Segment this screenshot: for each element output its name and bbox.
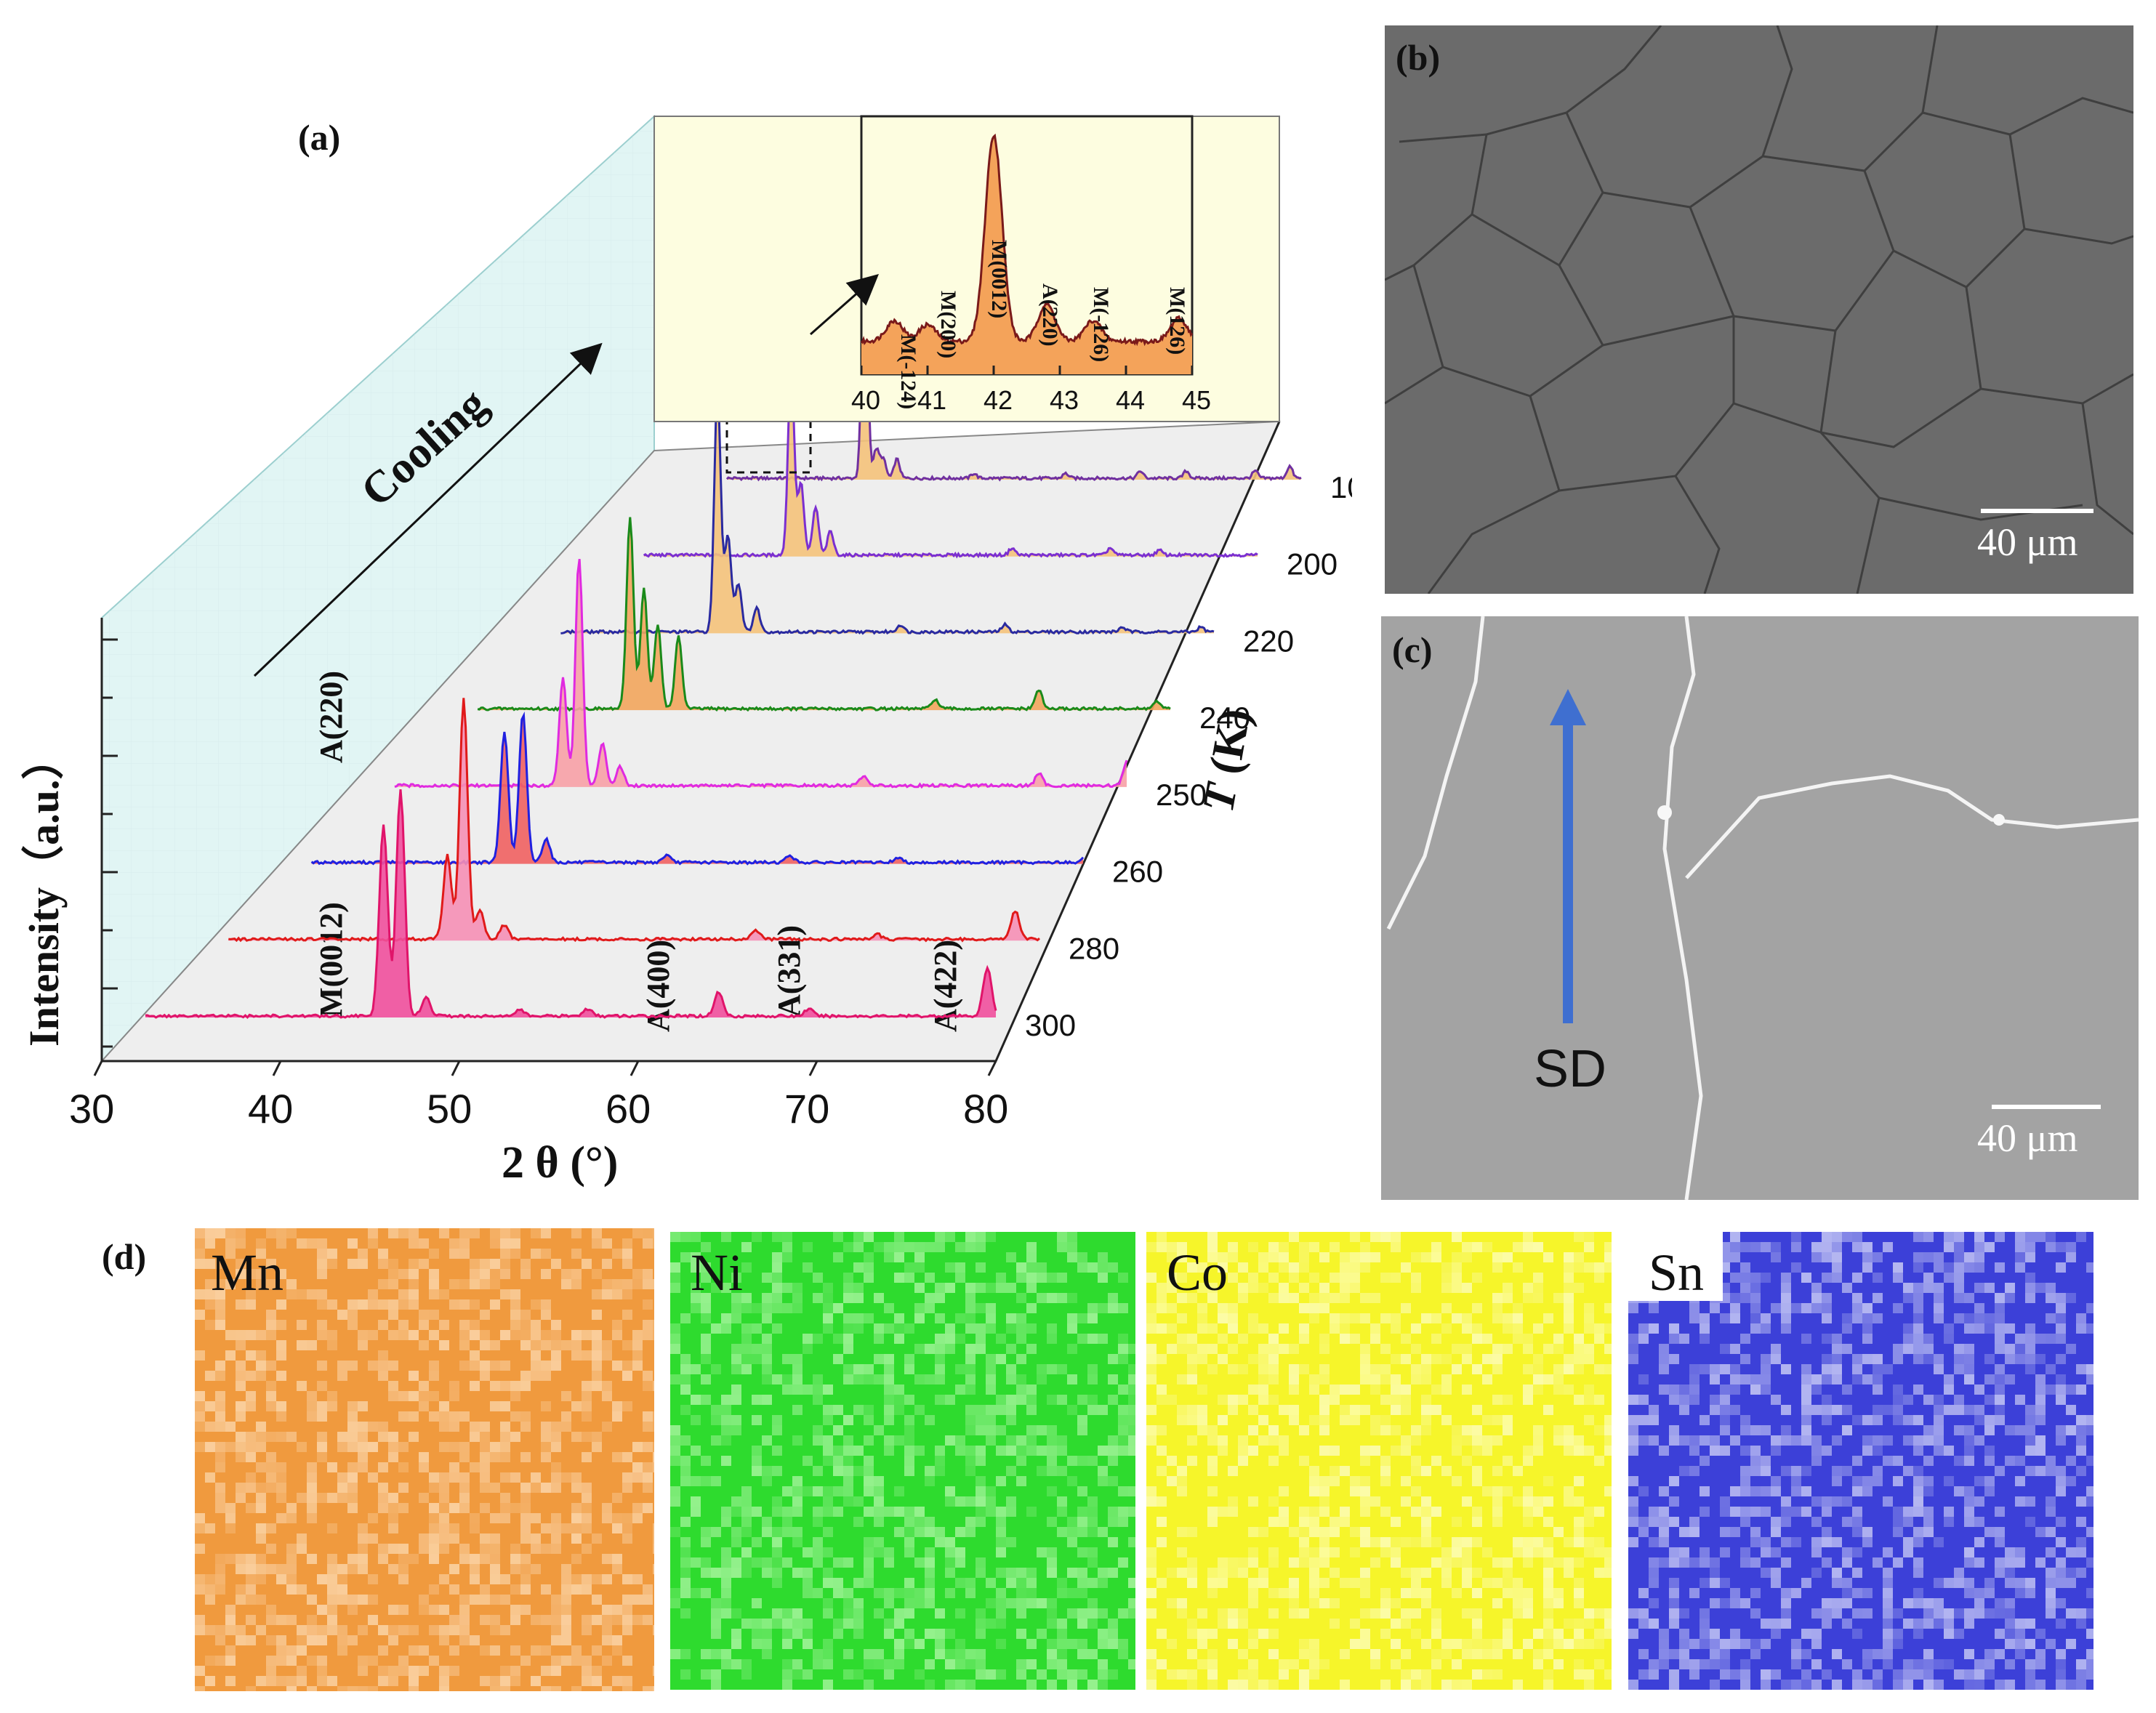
series-label-240: 240 bbox=[1199, 701, 1250, 735]
series-label-250: 250 bbox=[1156, 778, 1207, 812]
inset-tick-label-40: 40 bbox=[851, 385, 880, 415]
inset-tick-label-43: 43 bbox=[1050, 385, 1079, 415]
eds-texture-co bbox=[1146, 1232, 1612, 1690]
series-280-line bbox=[228, 698, 1040, 943]
sem-image-c bbox=[1381, 616, 2139, 1200]
inset-fill bbox=[861, 135, 1192, 375]
inset-tick-label-44: 44 bbox=[1116, 385, 1145, 415]
inset-line bbox=[860, 133, 1194, 347]
grain-boundaries-b bbox=[1385, 25, 2133, 594]
grain-boundaries-c bbox=[1386, 616, 2139, 1200]
scale-label-c: 40 μm bbox=[1977, 1116, 2078, 1160]
peak-annotation-1: M(0012) bbox=[313, 902, 349, 1017]
series-220-fill bbox=[560, 392, 1214, 634]
eds-map-co bbox=[1146, 1232, 1612, 1690]
inset-frame bbox=[860, 115, 1194, 376]
x-tick-50 bbox=[451, 1060, 461, 1076]
series-label-300: 300 bbox=[1025, 1008, 1076, 1042]
x-axis-label: 2 θ (°) bbox=[502, 1138, 618, 1188]
eds-label-sn-background bbox=[1628, 1232, 1723, 1301]
x-tick-label-40: 40 bbox=[248, 1086, 293, 1132]
inset-annotation-1: M(200) bbox=[936, 291, 960, 358]
scale-label-b: 40 μm bbox=[1977, 520, 2078, 564]
eds-label-sn: Sn bbox=[1649, 1244, 1705, 1302]
y-ticks bbox=[102, 638, 118, 1048]
x-tick-label-30: 30 bbox=[69, 1086, 114, 1132]
series-100-line bbox=[725, 238, 1302, 482]
eds-label-mn: Mn bbox=[211, 1244, 284, 1302]
cooling-arrow bbox=[253, 342, 603, 677]
series-label-200: 200 bbox=[1287, 547, 1338, 581]
series-label-260: 260 bbox=[1112, 855, 1163, 889]
inset-annotation-0: M(-124) bbox=[896, 334, 920, 409]
y-axis-label: Intensity（a.u.） bbox=[20, 738, 68, 1047]
series-label-280: 280 bbox=[1069, 931, 1119, 965]
eds-label-co: Co bbox=[1167, 1244, 1228, 1302]
x-tick-label-50: 50 bbox=[427, 1086, 472, 1132]
scale-bar-c bbox=[1992, 1105, 2101, 1109]
eds-map-mn bbox=[195, 1228, 654, 1691]
x-tick-60 bbox=[629, 1060, 640, 1076]
scale-bar-b bbox=[1981, 509, 2093, 513]
sd-arrow bbox=[1550, 689, 1586, 1023]
peak-annotation-2: A(400) bbox=[640, 940, 676, 1032]
series-260-line bbox=[310, 711, 1085, 866]
series-label-220: 220 bbox=[1243, 624, 1294, 658]
inset-annotation-4: M(-126) bbox=[1089, 287, 1113, 362]
inset-annotation-3: A(220) bbox=[1038, 283, 1062, 347]
panel-a-label: (a) bbox=[298, 117, 341, 158]
panel-d-label: (d) bbox=[102, 1236, 147, 1277]
panel-b-label: (b) bbox=[1396, 37, 1441, 78]
series-250-line bbox=[394, 559, 1128, 789]
series-200-line bbox=[643, 363, 1258, 559]
x-tick-30 bbox=[93, 1060, 103, 1076]
peak-annotation-0: A(220) bbox=[313, 671, 349, 763]
eds-label-ni: Ni bbox=[691, 1244, 743, 1302]
sd-label: SD bbox=[1534, 1040, 1607, 1098]
inset-tick-label-41: 41 bbox=[917, 385, 946, 415]
series-300-line bbox=[145, 789, 997, 1020]
series-220-line bbox=[560, 392, 1215, 635]
x-tick-label-70: 70 bbox=[784, 1086, 829, 1132]
series-label-100: 100 bbox=[1330, 470, 1352, 504]
inset-annotation-2: M(0012) bbox=[987, 240, 1011, 318]
sem-image-b bbox=[1385, 25, 2133, 594]
eds-texture-mn bbox=[195, 1228, 654, 1691]
zoom-arrow bbox=[810, 274, 879, 336]
series-200-fill bbox=[643, 363, 1258, 557]
peak-annotation-4: A(422) bbox=[928, 940, 963, 1032]
eds-map-ni bbox=[670, 1232, 1135, 1690]
series-250-fill bbox=[394, 559, 1127, 787]
x-tick-70 bbox=[808, 1060, 818, 1076]
inset-tick-label-42: 42 bbox=[984, 385, 1013, 415]
eds-map-sn bbox=[1628, 1232, 2093, 1690]
x-tick-label-80: 80 bbox=[963, 1086, 1008, 1132]
x-tick-80 bbox=[987, 1060, 997, 1076]
xrd-chart: 30 40 50 60 70 80A(220)M(0012) A(400) A(331) A(4… bbox=[20, 114, 1352, 1188]
eds-texture-ni bbox=[670, 1232, 1135, 1690]
series-240-line bbox=[477, 517, 1171, 712]
panel-c-label: (c) bbox=[1392, 629, 1433, 670]
inset-tick-label-45: 45 bbox=[1182, 385, 1211, 415]
x-tick-40 bbox=[272, 1060, 282, 1076]
x-tick-label-60: 60 bbox=[606, 1086, 651, 1132]
eds-texture-sn bbox=[1628, 1232, 2093, 1690]
inset-annotation-5: M(126) bbox=[1165, 287, 1189, 355]
series-260-fill bbox=[311, 715, 1084, 864]
